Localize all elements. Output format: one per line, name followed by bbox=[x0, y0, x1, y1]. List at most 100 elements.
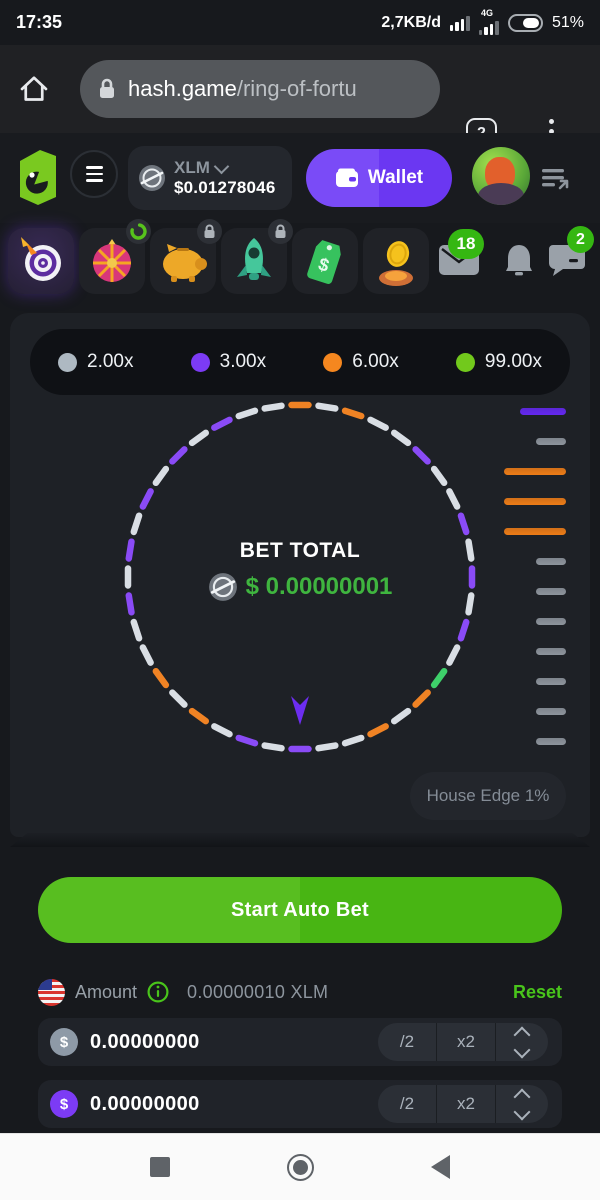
url-bar[interactable]: hash.game/ring-of-fortu bbox=[80, 60, 440, 118]
lock-badge bbox=[197, 219, 222, 244]
bet-list-icon[interactable] bbox=[538, 162, 572, 196]
bet-amount-input[interactable]: 0.00000000 bbox=[90, 1092, 200, 1115]
info-icon[interactable] bbox=[147, 981, 169, 1003]
history-bar-2x bbox=[536, 438, 566, 445]
legend-dot bbox=[323, 352, 343, 372]
bet-amount-row-1: $0.00000000/2 x2 bbox=[38, 1018, 562, 1066]
ring-segment-2x bbox=[169, 689, 188, 708]
games-row: $ 18 2 bbox=[0, 219, 600, 305]
mail-badge: 18 bbox=[448, 229, 484, 259]
bet-amount-row-2: $0.00000000/2 x2 bbox=[38, 1080, 562, 1128]
chevron-up-icon[interactable] bbox=[513, 1088, 531, 1105]
url-text: hash.game/ring-of-fortu bbox=[128, 76, 357, 101]
ring-segment-6x bbox=[188, 707, 210, 725]
bell-icon[interactable] bbox=[503, 243, 535, 279]
signal-4g-icon: 4G bbox=[478, 8, 499, 35]
game-tile-fortune-wheel[interactable] bbox=[79, 219, 151, 294]
site-logo[interactable] bbox=[14, 145, 62, 209]
game-tile-rocket[interactable] bbox=[221, 219, 293, 294]
lock-icon bbox=[204, 224, 215, 238]
ring-segment-2x bbox=[430, 465, 448, 487]
signal-icon bbox=[449, 15, 470, 31]
dollar-coin-icon: $ bbox=[50, 1090, 78, 1118]
android-home-button[interactable] bbox=[287, 1153, 314, 1181]
half-button[interactable]: /2 bbox=[399, 1032, 415, 1051]
ring-segment-2x bbox=[152, 465, 170, 487]
back-button[interactable] bbox=[431, 1155, 450, 1179]
history-bar-2x bbox=[536, 618, 566, 625]
wallet-button[interactable]: Wallet bbox=[306, 149, 452, 207]
double-button[interactable]: x2 bbox=[436, 1085, 495, 1123]
game-tile-piggy-bank[interactable] bbox=[150, 219, 222, 294]
bet-total-value: $ 0.00000001 bbox=[245, 573, 393, 600]
game-tile-coin-drop[interactable] bbox=[363, 228, 429, 294]
ring-segment-2x bbox=[341, 734, 365, 747]
history-bar-6x bbox=[504, 498, 566, 505]
user-avatar[interactable] bbox=[472, 147, 530, 205]
ring-segment-3x bbox=[412, 446, 431, 465]
chat-badge: 2 bbox=[567, 226, 594, 253]
ring-segment-2x bbox=[188, 429, 210, 447]
currency-code: XLM bbox=[174, 158, 210, 178]
legend-item-3.00x: 3.00x bbox=[190, 351, 266, 373]
ring-segment-2x bbox=[139, 644, 154, 666]
game-tile-price-tag[interactable]: $ bbox=[292, 228, 358, 294]
ring-segment-2x bbox=[235, 407, 259, 420]
progress-badge bbox=[126, 219, 151, 244]
history-bar-2x bbox=[536, 708, 566, 715]
home-icon[interactable] bbox=[16, 71, 52, 107]
recents-button[interactable] bbox=[150, 1157, 170, 1177]
start-auto-bet-button[interactable]: Start Auto Bet bbox=[38, 877, 562, 943]
game-tile-ring-of-fortune[interactable] bbox=[8, 228, 74, 294]
bet-row-actions: /2 x2 bbox=[378, 1023, 548, 1061]
menu-button[interactable] bbox=[70, 150, 118, 198]
legend-item-6.00x: 6.00x bbox=[323, 351, 399, 373]
amount-stepper[interactable] bbox=[495, 1085, 548, 1123]
legend-dot bbox=[455, 352, 475, 372]
ring-segment-2x bbox=[390, 429, 412, 447]
history-bar-6x bbox=[504, 468, 566, 475]
result-history bbox=[500, 408, 566, 768]
history-bar-2x bbox=[536, 648, 566, 655]
amount-label: Amount bbox=[75, 981, 138, 1002]
ring-segment-3x bbox=[457, 512, 470, 536]
half-button[interactable]: /2 bbox=[399, 1094, 415, 1113]
ring-segment-2x bbox=[315, 402, 339, 412]
ring-segment-2x bbox=[261, 402, 285, 412]
us-flag-icon bbox=[38, 978, 65, 1006]
currency-selector[interactable]: XLM $0.01278046 bbox=[128, 146, 292, 210]
bet-amount-input[interactable]: 0.00000000 bbox=[90, 1030, 200, 1053]
legend-dot bbox=[190, 352, 210, 372]
android-nav-bar bbox=[0, 1133, 600, 1200]
double-button[interactable]: x2 bbox=[436, 1023, 495, 1061]
ring-segment-2x bbox=[446, 644, 461, 666]
chat-icon[interactable] bbox=[547, 243, 587, 279]
ring-segment-3x bbox=[125, 538, 135, 562]
chevron-down-icon[interactable] bbox=[513, 1041, 531, 1058]
panel-base bbox=[10, 833, 590, 847]
house-edge-badge: House Edge 1% bbox=[410, 772, 566, 820]
ring-segment-3x bbox=[169, 446, 188, 465]
result-pointer bbox=[291, 696, 309, 725]
price-tag-icon: $ bbox=[307, 240, 341, 284]
history-bar-3x bbox=[520, 408, 566, 415]
legend-item-2.00x: 2.00x bbox=[58, 351, 133, 373]
lock-icon bbox=[275, 224, 286, 238]
chevron-up-icon[interactable] bbox=[513, 1026, 531, 1043]
amount-value: 0.00000010 XLM bbox=[187, 981, 329, 1002]
amount-stepper[interactable] bbox=[495, 1023, 548, 1061]
battery-percent: 51% bbox=[551, 13, 584, 31]
history-bar-2x bbox=[536, 588, 566, 595]
ring-segment-2x bbox=[465, 592, 475, 616]
ring-segment-6x bbox=[412, 689, 431, 708]
currency-value: $0.01278046 bbox=[174, 178, 276, 197]
ring-segment-3x bbox=[125, 592, 135, 616]
game-panel: 2.00x 3.00x 6.00x 99.00x BET TOTAL $ 0.0000… bbox=[10, 313, 590, 847]
ring-segment-2x bbox=[211, 723, 233, 738]
ring-segment-2x bbox=[130, 618, 143, 642]
status-bar: 17:35 2,7KB/d 4G 51% bbox=[0, 0, 600, 45]
reset-button[interactable]: Reset bbox=[512, 981, 562, 1002]
fortune-ring bbox=[124, 401, 476, 753]
chevron-down-icon[interactable] bbox=[513, 1103, 531, 1120]
history-bar-2x bbox=[536, 738, 566, 745]
